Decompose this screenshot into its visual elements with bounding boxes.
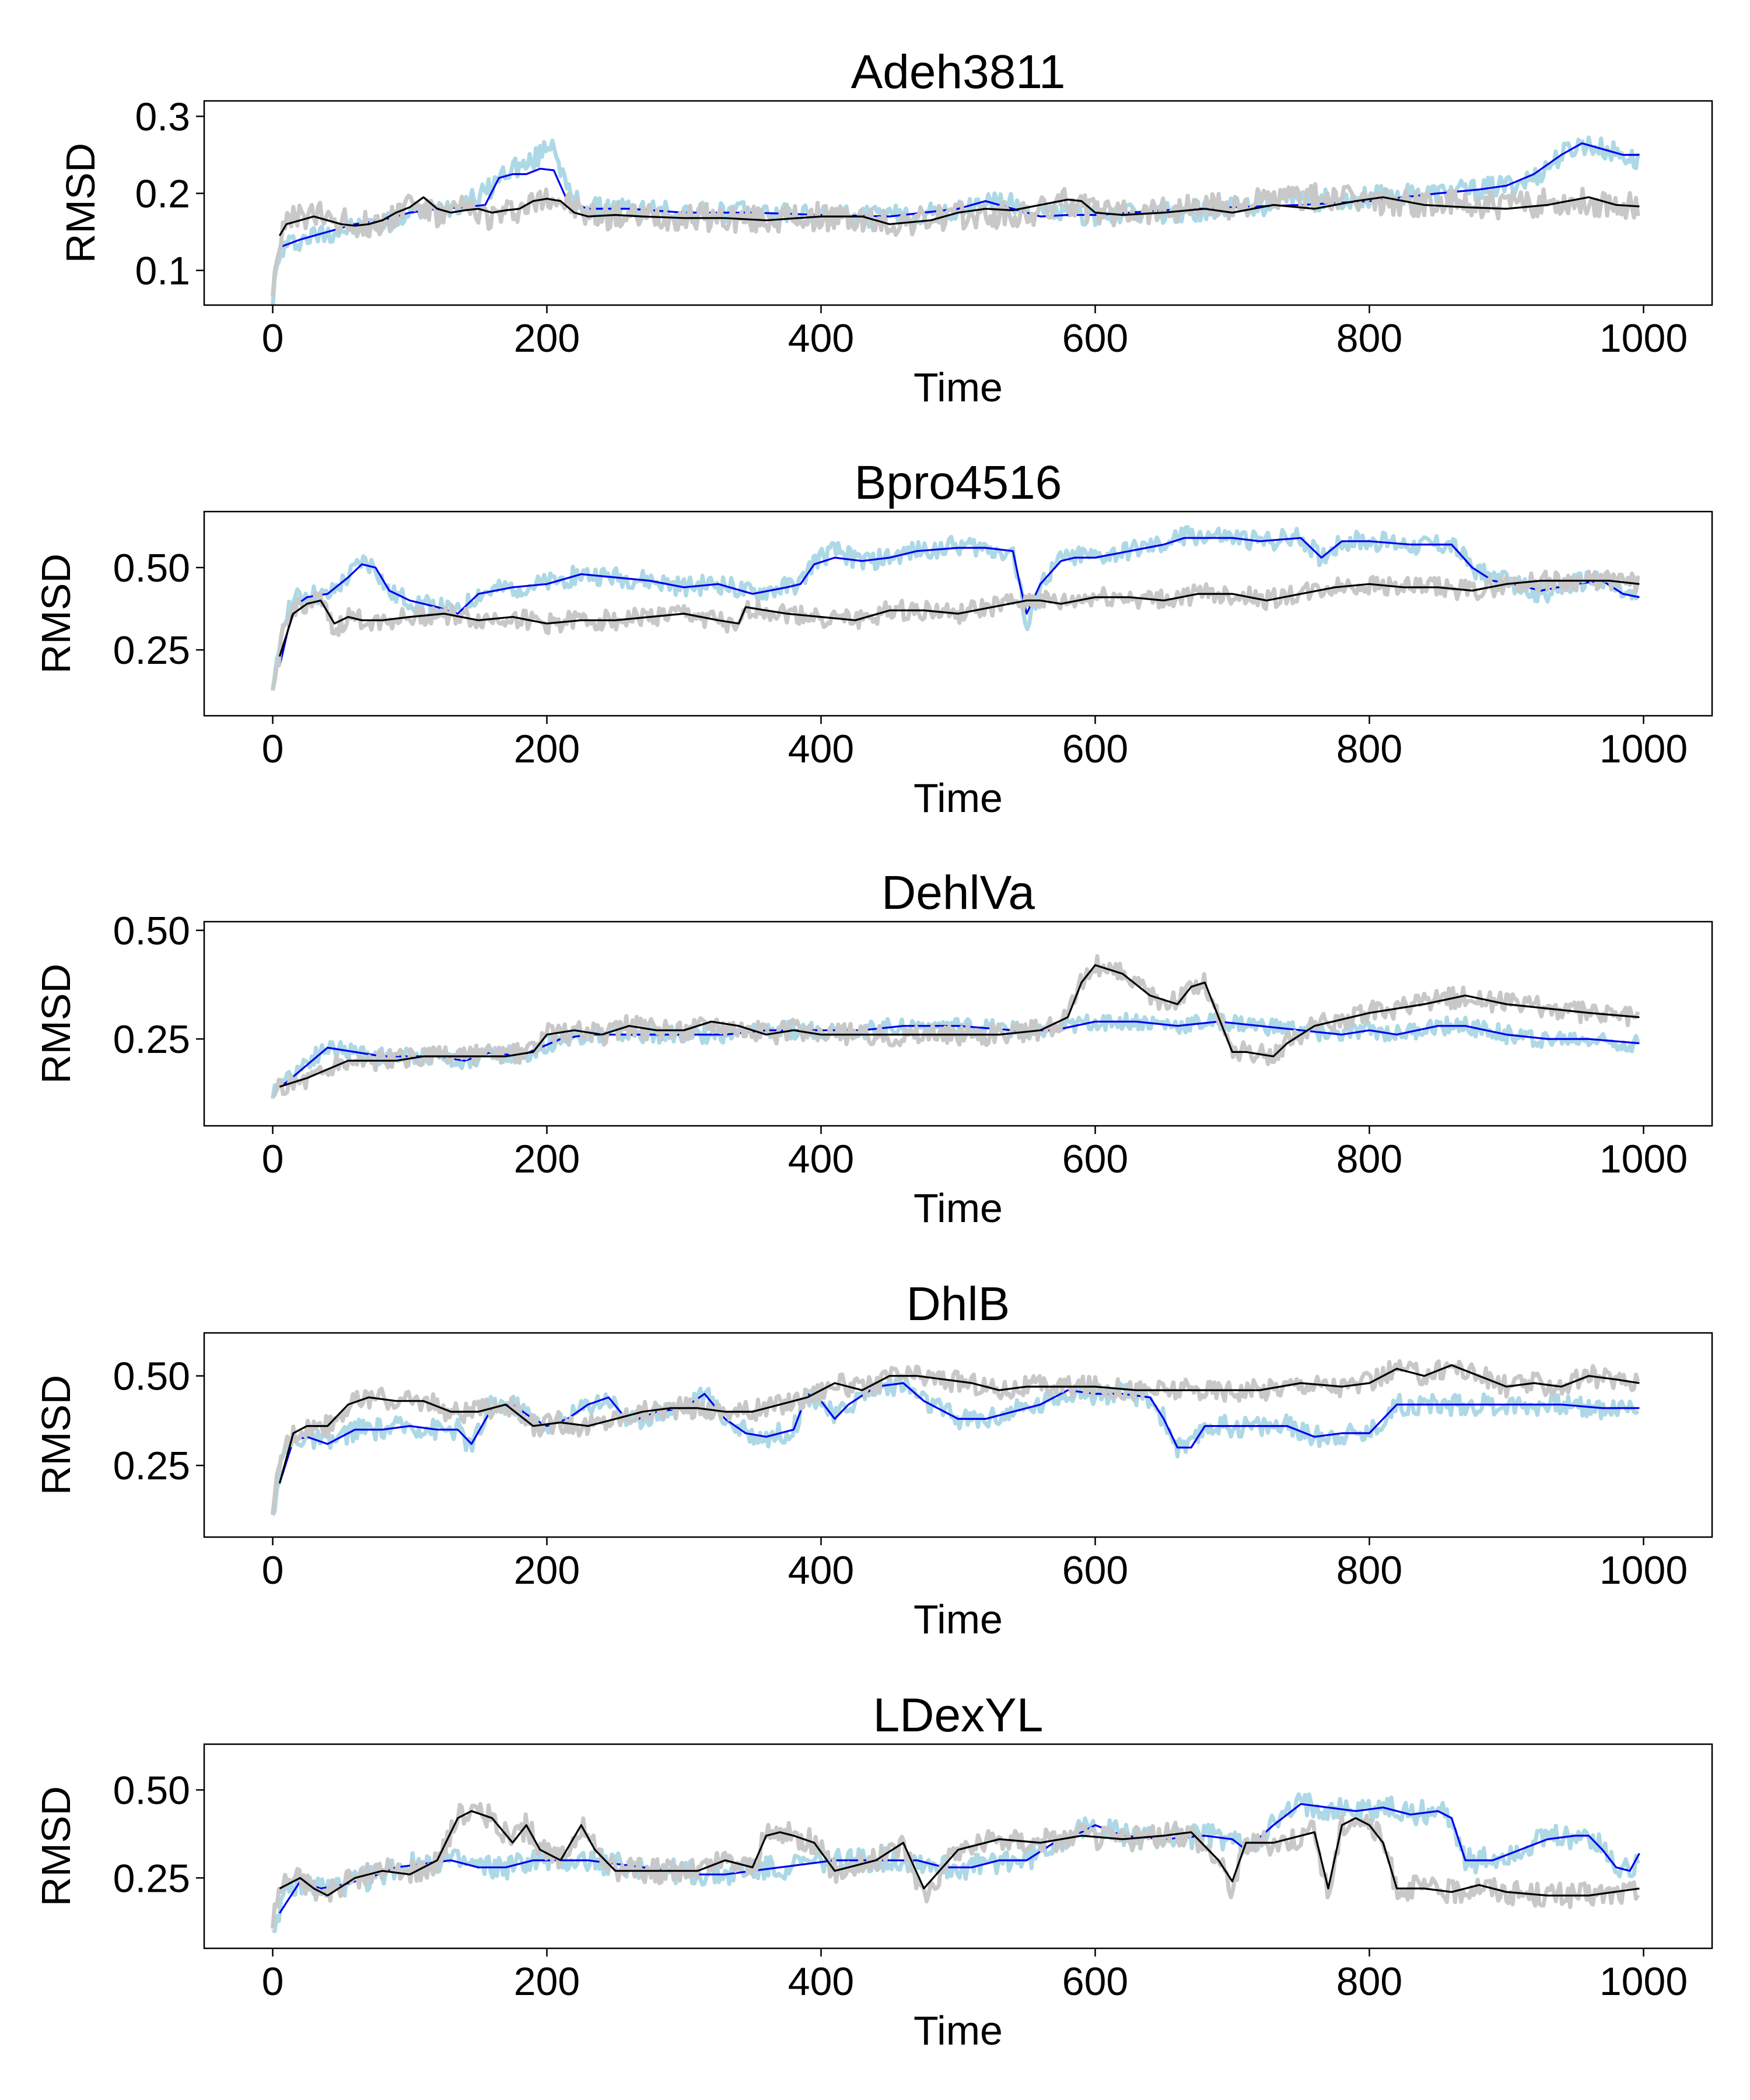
x-tick-label: 200 bbox=[514, 1548, 580, 1592]
subplot-ldexyl: LDexYL 0 200 400 600 800 1000 Time 0.25 0.50 RMSD bbox=[33, 1689, 1713, 2053]
x-tick-label: 600 bbox=[1062, 316, 1128, 360]
subplot-dehlva: DehlVa 0 200 400 600 800 1000 Time 0.25 0.50 RMSD bbox=[33, 866, 1713, 1231]
y-tick-label: 0.50 bbox=[113, 1768, 190, 1812]
x-tick-label: 200 bbox=[514, 727, 580, 771]
raw-series-2 bbox=[271, 182, 1640, 297]
panel-title: Adeh3811 bbox=[851, 46, 1066, 99]
x-tick-label: 0 bbox=[262, 1137, 284, 1181]
subplot-dhlb: DhlB 0 200 400 600 800 1000 Time 0.25 0.50 RMSD bbox=[33, 1278, 1713, 1642]
x-axis-label: Time bbox=[914, 1597, 1003, 1642]
subplot-adeh3811: Adeh3811 0 200 400 600 800 1000 Time 0.1 0.2 0.3 RM… bbox=[58, 46, 1713, 410]
x-tick-label: 400 bbox=[788, 316, 854, 360]
smoothed-series-3 bbox=[278, 196, 1640, 236]
x-tick-label: 1000 bbox=[1600, 1137, 1688, 1181]
y-axis-label: RMSD bbox=[33, 1786, 79, 1906]
y-tick-label: 0.1 bbox=[135, 249, 190, 293]
y-tick-label: 0.25 bbox=[113, 1444, 190, 1488]
panel-title: Bpro4516 bbox=[855, 456, 1062, 509]
plot-area bbox=[271, 1359, 1640, 1517]
x-tick-label: 1000 bbox=[1600, 1548, 1688, 1592]
x-tick-label: 0 bbox=[262, 316, 284, 360]
plot-frame bbox=[203, 1332, 1713, 1538]
plot-area bbox=[271, 1792, 1640, 1934]
panel-title: DhlB bbox=[907, 1278, 1010, 1331]
x-tick-label: 1000 bbox=[1600, 727, 1688, 771]
y-axis-label: RMSD bbox=[33, 1375, 79, 1495]
x-tick-label: 0 bbox=[262, 1959, 284, 2004]
x-tick-label: 800 bbox=[1336, 1137, 1402, 1181]
y-tick-label: 0.25 bbox=[113, 1856, 190, 1901]
y-tick-label: 0.50 bbox=[113, 909, 190, 953]
x-tick-label: 1000 bbox=[1600, 316, 1688, 360]
smoothed-series-3 bbox=[279, 964, 1640, 1088]
smoothed-series-1 bbox=[278, 537, 1640, 667]
x-tick-label: 400 bbox=[788, 727, 854, 771]
smoothed-series-1 bbox=[278, 1382, 1640, 1484]
plot-area bbox=[271, 135, 1640, 305]
y-tick-label: 0.50 bbox=[113, 1354, 190, 1399]
x-axis-label: Time bbox=[914, 775, 1003, 821]
raw-series-0 bbox=[271, 1792, 1640, 1934]
plot-area bbox=[271, 525, 1640, 691]
raw-series-0 bbox=[271, 1373, 1640, 1517]
x-tick-label: 400 bbox=[788, 1959, 854, 2004]
x-tick-label: 800 bbox=[1336, 1548, 1402, 1592]
raw-series-2 bbox=[271, 954, 1640, 1098]
x-tick-label: 200 bbox=[514, 1137, 580, 1181]
x-tick-label: 800 bbox=[1336, 727, 1402, 771]
smoothed-series-3 bbox=[278, 1364, 1640, 1484]
y-tick-label: 0.3 bbox=[135, 94, 190, 139]
x-tick-label: 600 bbox=[1062, 1959, 1128, 2004]
x-tick-label: 400 bbox=[788, 1137, 854, 1181]
y-tick-label: 0.25 bbox=[113, 1017, 190, 1062]
x-tick-label: 800 bbox=[1336, 1959, 1402, 2004]
y-tick-label: 0.50 bbox=[113, 546, 190, 590]
x-axis-label: Time bbox=[914, 2008, 1003, 2053]
x-axis-label: Time bbox=[914, 365, 1003, 410]
y-axis-label: RMSD bbox=[33, 964, 79, 1084]
raw-series-0 bbox=[271, 525, 1640, 691]
smoothed-series-1 bbox=[278, 1803, 1640, 1914]
raw-series-2 bbox=[271, 1359, 1640, 1515]
raw-series-0 bbox=[271, 135, 1640, 305]
y-axis-label: RMSD bbox=[58, 143, 103, 263]
x-tick-label: 800 bbox=[1336, 316, 1402, 360]
plot-frame bbox=[203, 100, 1713, 306]
x-tick-label: 600 bbox=[1062, 1137, 1128, 1181]
smoothed-series-3 bbox=[279, 1810, 1640, 1897]
x-tick-label: 0 bbox=[262, 1548, 284, 1592]
x-tick-label: 200 bbox=[514, 316, 580, 360]
subplots: Adeh3811 0 200 400 600 800 1000 Time 0.1 0.2 0.3 RM… bbox=[33, 46, 1713, 2053]
y-tick-label: 0.25 bbox=[113, 628, 190, 673]
raw-series-2 bbox=[271, 569, 1640, 691]
x-tick-label: 600 bbox=[1062, 1548, 1128, 1592]
plot-frame bbox=[203, 510, 1713, 717]
subplot-bpro4516: Bpro4516 0 200 400 600 800 1000 Time 0.25 0.50 RMS… bbox=[33, 456, 1713, 821]
x-axis-label: Time bbox=[914, 1185, 1003, 1231]
x-tick-label: 1000 bbox=[1600, 1959, 1688, 2004]
x-tick-label: 600 bbox=[1062, 727, 1128, 771]
panel-title: DehlVa bbox=[881, 866, 1035, 919]
panel-title: LDexYL bbox=[873, 1689, 1044, 1742]
x-tick-label: 200 bbox=[514, 1959, 580, 2004]
plot-frame bbox=[203, 1743, 1713, 1950]
y-tick-label: 0.2 bbox=[135, 172, 190, 216]
plot-frame bbox=[203, 921, 1713, 1127]
x-tick-label: 400 bbox=[788, 1548, 854, 1592]
x-tick-label: 0 bbox=[262, 727, 284, 771]
smoothed-series-3 bbox=[278, 579, 1640, 657]
plot-area bbox=[271, 954, 1640, 1099]
y-axis-label: RMSD bbox=[33, 554, 79, 674]
